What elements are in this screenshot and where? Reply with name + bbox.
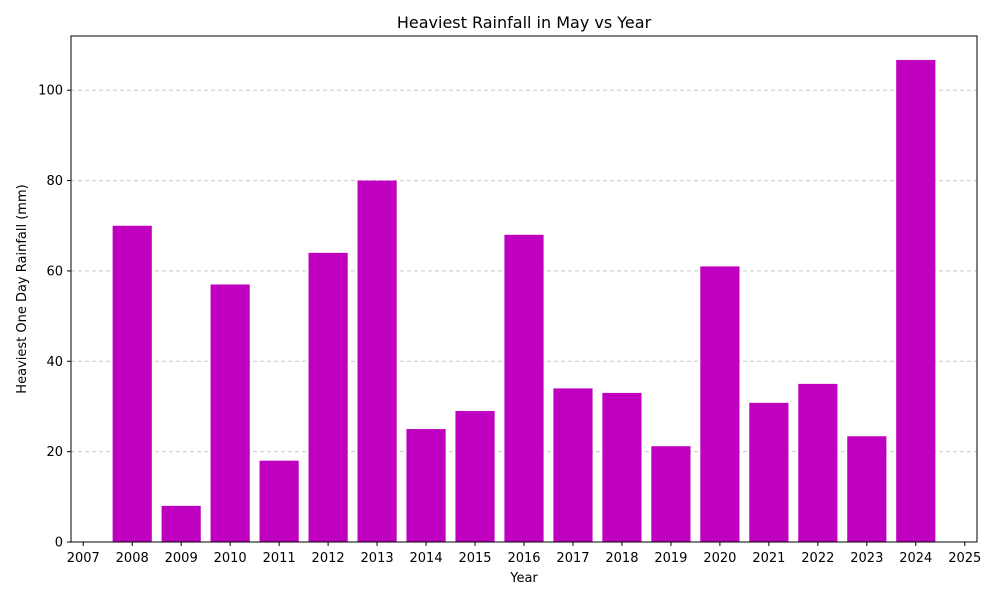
bar-2012 <box>308 252 348 542</box>
bars <box>112 59 936 543</box>
x-tick-label-2015: 2015 <box>458 551 491 566</box>
bar-2016 <box>504 234 544 543</box>
x-tick-label-2012: 2012 <box>312 551 345 566</box>
y-tick-label-80: 80 <box>46 174 63 189</box>
bar-2020 <box>700 266 740 542</box>
x-tick-label-2023: 2023 <box>850 551 883 566</box>
x-tick-label-2024: 2024 <box>899 551 932 566</box>
bar-2008 <box>112 225 152 542</box>
x-tick-label-2007: 2007 <box>67 551 100 566</box>
bar-2017 <box>553 388 593 542</box>
bar-2011 <box>259 460 299 542</box>
x-tick-label-2009: 2009 <box>165 551 198 566</box>
x-tick-label-2008: 2008 <box>116 551 149 566</box>
y-tick-label-60: 60 <box>46 264 63 279</box>
x-axis-title: Year <box>509 571 538 586</box>
bar-2010 <box>210 284 250 542</box>
bar-2014 <box>406 429 446 542</box>
chart-title: Heaviest Rainfall in May vs Year <box>397 13 652 32</box>
bar-2024 <box>896 59 936 542</box>
bar-2013 <box>357 180 397 543</box>
bar-2018 <box>602 392 642 542</box>
bar-2015 <box>455 410 495 542</box>
y-tick-label-100: 100 <box>38 84 63 99</box>
x-tick-label-2014: 2014 <box>410 551 443 566</box>
y-axis-title: Heaviest One Day Rainfall (mm) <box>15 184 30 393</box>
x-tick-label-2010: 2010 <box>214 551 247 566</box>
y-ticks: 0 20 40 60 80 100 <box>38 84 71 551</box>
bar-2022 <box>798 383 838 542</box>
x-tick-label-2021: 2021 <box>752 551 785 566</box>
bar-2009 <box>161 505 201 542</box>
x-tick-label-2011: 2011 <box>263 551 296 566</box>
x-tick-label-2020: 2020 <box>703 551 736 566</box>
y-tick-label-0: 0 <box>55 536 63 551</box>
x-ticks: 2007 2008 2009 2010 2011 2012 2013 2014 2015 2016… <box>67 542 981 566</box>
x-tick-label-2013: 2013 <box>361 551 394 566</box>
bar-2021 <box>749 402 789 542</box>
x-tick-label-2017: 2017 <box>556 551 589 566</box>
y-tick-label-40: 40 <box>46 355 63 370</box>
x-tick-label-2018: 2018 <box>605 551 638 566</box>
x-tick-label-2016: 2016 <box>507 551 540 566</box>
x-tick-label-2019: 2019 <box>654 551 687 566</box>
bar-2023 <box>847 436 887 542</box>
y-tick-label-20: 20 <box>46 445 63 460</box>
bar-2019 <box>651 446 691 542</box>
x-tick-label-2022: 2022 <box>801 551 834 566</box>
x-tick-label-2025: 2025 <box>948 551 981 566</box>
